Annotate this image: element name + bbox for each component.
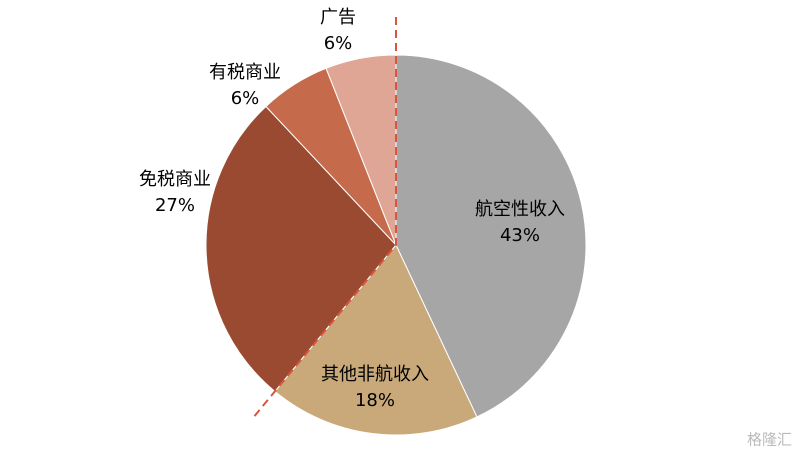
slice-label: 广告 — [320, 7, 356, 28]
value-label: 6% — [324, 33, 353, 54]
value-label: 27% — [155, 195, 195, 216]
pie-slice — [325, 54, 397, 246]
pie-slice — [395, 54, 587, 418]
guide-line — [251, 17, 397, 420]
pie-slice — [274, 244, 478, 436]
slice-label: 航空性收入 — [475, 199, 565, 220]
slice-label: 其他非航收入 — [321, 364, 429, 385]
slice-label: 有税商业 — [209, 62, 281, 83]
value-label: 43% — [500, 225, 540, 246]
watermark: 格隆汇 — [747, 431, 792, 449]
value-label: 6% — [231, 88, 260, 109]
value-label: 18% — [355, 390, 395, 411]
slice-label: 免税商业 — [139, 169, 211, 190]
pie-slice — [205, 105, 397, 393]
